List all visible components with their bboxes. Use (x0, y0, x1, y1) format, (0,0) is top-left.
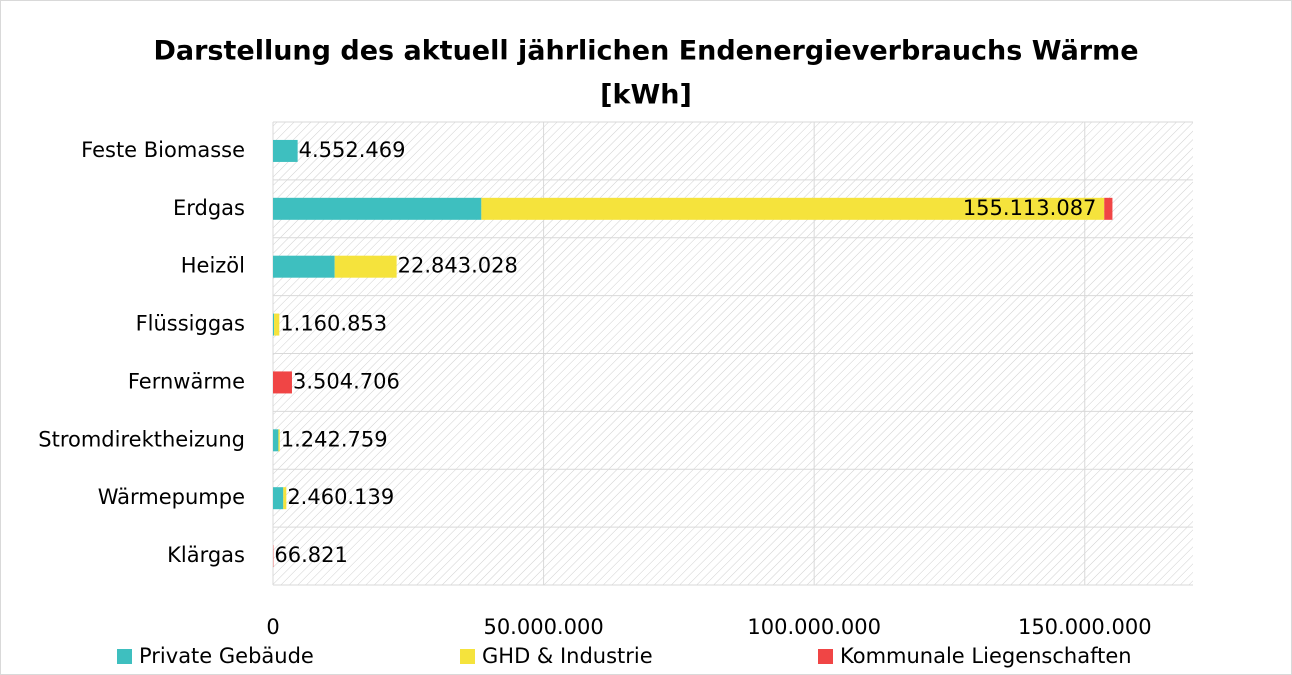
total-label: 3.504.706 (293, 369, 400, 393)
x-tick-label: 50.000.000 (483, 615, 603, 639)
bar-segment (273, 313, 275, 336)
total-label: 1.242.759 (281, 427, 388, 451)
bar-segment (334, 255, 397, 278)
legend-swatch (818, 649, 833, 664)
bar-segment (278, 429, 280, 452)
legend-label: Kommunale Liegenschaften (840, 644, 1132, 668)
total-label: 66.821 (274, 543, 347, 567)
bar-segment (273, 255, 335, 278)
y-tick-label: Feste Biomasse (81, 138, 245, 162)
bar-segment (273, 139, 298, 162)
bar-segment (1104, 197, 1113, 220)
bar-segment (274, 313, 280, 336)
x-tick-label: 0 (266, 615, 279, 639)
bar-segment (273, 429, 279, 452)
bar-segment (273, 487, 284, 510)
total-label: 155.113.087 (963, 196, 1097, 220)
legend-label: GHD & Industrie (482, 644, 653, 668)
y-tick-label: Klärgas (167, 543, 245, 567)
y-tick-label: Heizöl (181, 254, 245, 278)
total-label: 4.552.469 (299, 138, 406, 162)
bar-segment (283, 487, 287, 510)
y-tick-label: Fernwärme (128, 369, 245, 393)
total-label: 22.843.028 (398, 254, 518, 278)
legend-swatch (460, 649, 475, 664)
x-tick-label: 150.000.000 (1018, 615, 1152, 639)
chart-title: [kWh] (600, 80, 692, 111)
bar-segment (481, 197, 1105, 220)
total-label: 2.460.139 (287, 485, 394, 509)
legend-label: Private Gebäude (139, 644, 314, 668)
total-label: 1.160.853 (280, 312, 387, 336)
bar-segment (273, 197, 482, 220)
chart-title: Darstellung des aktuell jährlichen Enden… (153, 36, 1138, 67)
y-tick-label: Stromdirektheizung (38, 427, 245, 451)
y-tick-label: Wärmepumpe (98, 485, 245, 509)
bar-segment (273, 371, 292, 394)
y-tick-label: Flüssiggas (136, 312, 245, 336)
y-tick-label: Erdgas (173, 196, 245, 220)
x-tick-label: 100.000.000 (747, 615, 881, 639)
legend-swatch (117, 649, 132, 664)
